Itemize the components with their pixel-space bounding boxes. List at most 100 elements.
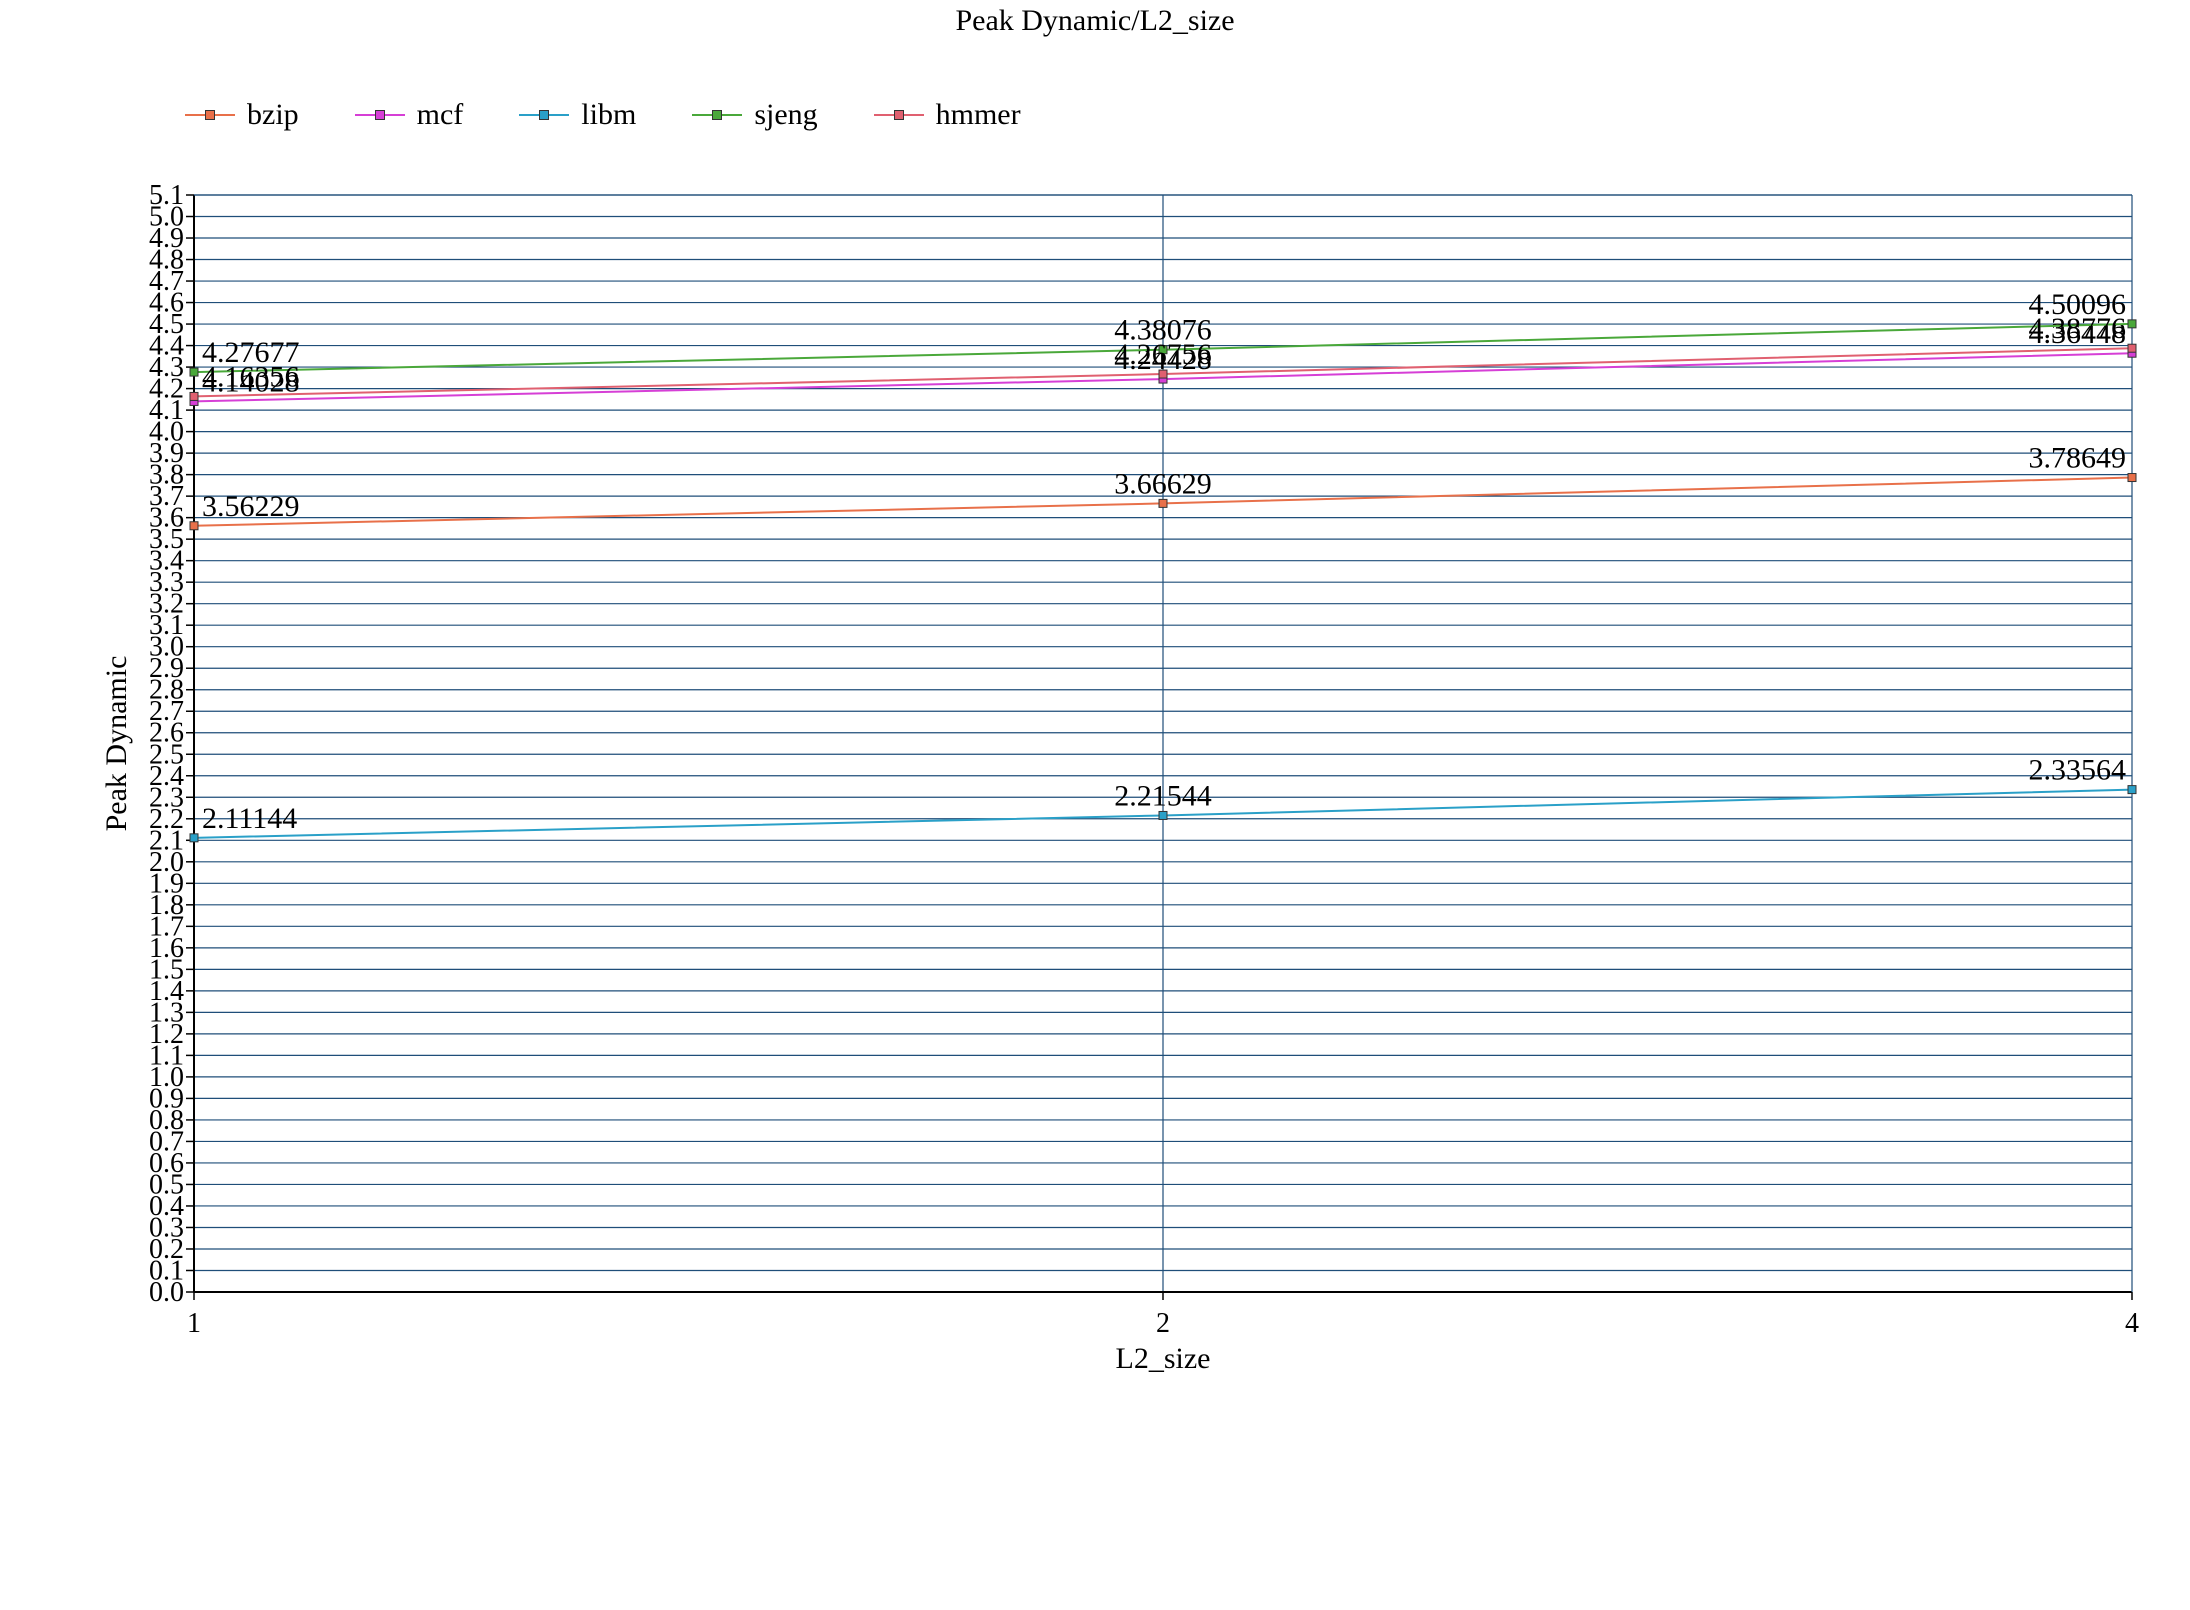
y-tick-label: 4.5: [149, 309, 184, 340]
data-label-mcf: 4.36448: [2029, 317, 2127, 350]
y-tick-label: 0.7: [149, 1126, 184, 1157]
y-tick-label: 0.1: [149, 1255, 184, 1286]
y-tick-label: 4.2: [149, 374, 184, 405]
y-tick-label: 3.0: [149, 632, 184, 663]
y-tick-label: 2.8: [149, 675, 184, 706]
y-tick-label: 2.2: [149, 804, 184, 835]
x-tick-label: 4: [2125, 1308, 2139, 1339]
data-point-sjeng: [2127, 319, 2137, 329]
y-tick-label: 2.9: [149, 653, 184, 684]
data-point-sjeng: [1158, 345, 1168, 355]
y-tick-label: 3.9: [149, 438, 184, 469]
chart-title: Peak Dynamic/L2_size: [955, 4, 1235, 37]
data-point-bzip: [189, 521, 199, 531]
y-tick-label: 1.3: [149, 997, 184, 1028]
legend-item-sjeng[interactable]: sjeng: [692, 98, 818, 132]
data-label-bzip: 3.66629: [1114, 467, 1212, 500]
y-axis-title: Peak Dynamic: [100, 656, 133, 832]
legend: bzip mcf libm sjeng hmmer: [185, 95, 1077, 135]
y-tick-label: 2.4: [149, 761, 184, 792]
data-label-bzip: 3.78649: [2029, 442, 2127, 475]
legend-label-mcf: mcf: [416, 98, 464, 131]
legend-label-hmmer: hmmer: [935, 98, 1021, 131]
data-label-bzip: 3.56229: [202, 490, 300, 523]
legend-marker: [539, 110, 550, 120]
y-tick-label: 0.6: [149, 1148, 184, 1179]
y-tick-label: 4.0: [149, 417, 184, 448]
y-tick-label: 3.3: [149, 567, 184, 598]
data-label-libm: 2.11144: [202, 802, 297, 835]
y-tick-label: 1.5: [149, 954, 184, 985]
x-axis-title: L2_size: [1116, 1342, 1211, 1375]
y-tick-label: 4.7: [149, 266, 184, 297]
y-tick-label: 0.4: [149, 1191, 184, 1222]
legend-swatch-sjeng: [692, 105, 743, 125]
y-tick-label: 1.9: [149, 868, 184, 899]
y-tick-label: 3.7: [149, 481, 184, 512]
y-tick-label: 1.4: [149, 976, 184, 1007]
y-tick-label: 1.7: [149, 911, 184, 942]
y-tick-label: 5.1: [149, 180, 184, 211]
data-label-hmmer: 4.38776: [2029, 312, 2127, 345]
data-label-libm: 2.33564: [2029, 754, 2127, 787]
legend-item-bzip[interactable]: bzip: [185, 98, 299, 132]
legend-swatch-hmmer: [873, 105, 924, 125]
y-tick-label: 0.2: [149, 1234, 184, 1265]
legend-marker: [374, 110, 385, 120]
y-tick-label: 0.5: [149, 1169, 184, 1200]
x-tick-label: 1: [187, 1308, 201, 1339]
data-label-sjeng: 4.38076: [1114, 314, 1212, 347]
data-point-bzip: [2127, 473, 2137, 483]
legend-marker: [893, 110, 904, 120]
legend-marker: [205, 110, 215, 120]
legend-swatch-bzip: [185, 105, 235, 125]
legend-label-bzip: bzip: [247, 98, 299, 131]
y-tick-label: 5.0: [149, 202, 184, 233]
y-tick-label: 4.9: [149, 223, 184, 254]
y-tick-label: 1.2: [149, 1019, 184, 1050]
y-tick-label: 1.1: [149, 1040, 184, 1071]
y-tick-label: 2.5: [149, 739, 184, 770]
legend-item-mcf[interactable]: mcf: [354, 98, 464, 132]
data-label-hmmer: 4.26756: [1114, 338, 1212, 371]
y-tick-label: 3.4: [149, 546, 184, 577]
y-tick-label: 3.1: [149, 610, 184, 641]
data-point-sjeng: [189, 367, 199, 377]
y-tick-label: 2.1: [149, 825, 184, 856]
y-tick-label: 3.6: [149, 503, 184, 534]
y-tick-label: 0.9: [149, 1083, 184, 1114]
x-tick-label: 2: [1156, 1308, 1170, 1339]
y-tick-label: 3.5: [149, 524, 184, 555]
y-tick-label: 4.1: [149, 395, 184, 426]
y-tick-label: 3.8: [149, 460, 184, 491]
data-point-libm: [189, 833, 199, 843]
y-tick-label: 4.6: [149, 288, 184, 319]
data-point-hmmer: [189, 391, 199, 401]
y-tick-label: 3.2: [149, 589, 184, 620]
legend-swatch-mcf: [354, 105, 405, 125]
y-tick-label: 2.0: [149, 847, 184, 878]
data-point-hmmer: [2127, 343, 2137, 353]
y-tick-label: 2.3: [149, 782, 184, 813]
data-label-hmmer: 4.16356: [202, 360, 300, 393]
legend-item-hmmer[interactable]: hmmer: [873, 98, 1021, 132]
legend-label-libm: libm: [581, 98, 637, 131]
y-tick-label: 1.8: [149, 890, 184, 921]
y-tick-label: 0.0: [149, 1277, 184, 1308]
data-point-hmmer: [1158, 369, 1168, 379]
y-tick-label: 1.0: [149, 1062, 184, 1093]
data-point-libm: [1158, 810, 1168, 820]
y-tick-label: 0.3: [149, 1212, 184, 1243]
data-point-libm: [2127, 785, 2137, 795]
legend-swatch-libm: [519, 105, 570, 125]
y-tick-label: 0.8: [149, 1105, 184, 1136]
data-point-bzip: [1158, 498, 1168, 508]
y-tick-label: 2.6: [149, 718, 184, 749]
legend-marker: [712, 110, 723, 120]
data-label-sjeng: 4.50096: [2029, 288, 2127, 321]
legend-item-libm[interactable]: libm: [519, 98, 636, 132]
y-tick-label: 1.6: [149, 933, 184, 964]
legend-label-sjeng: sjeng: [754, 98, 818, 131]
y-tick-label: 4.8: [149, 245, 184, 276]
